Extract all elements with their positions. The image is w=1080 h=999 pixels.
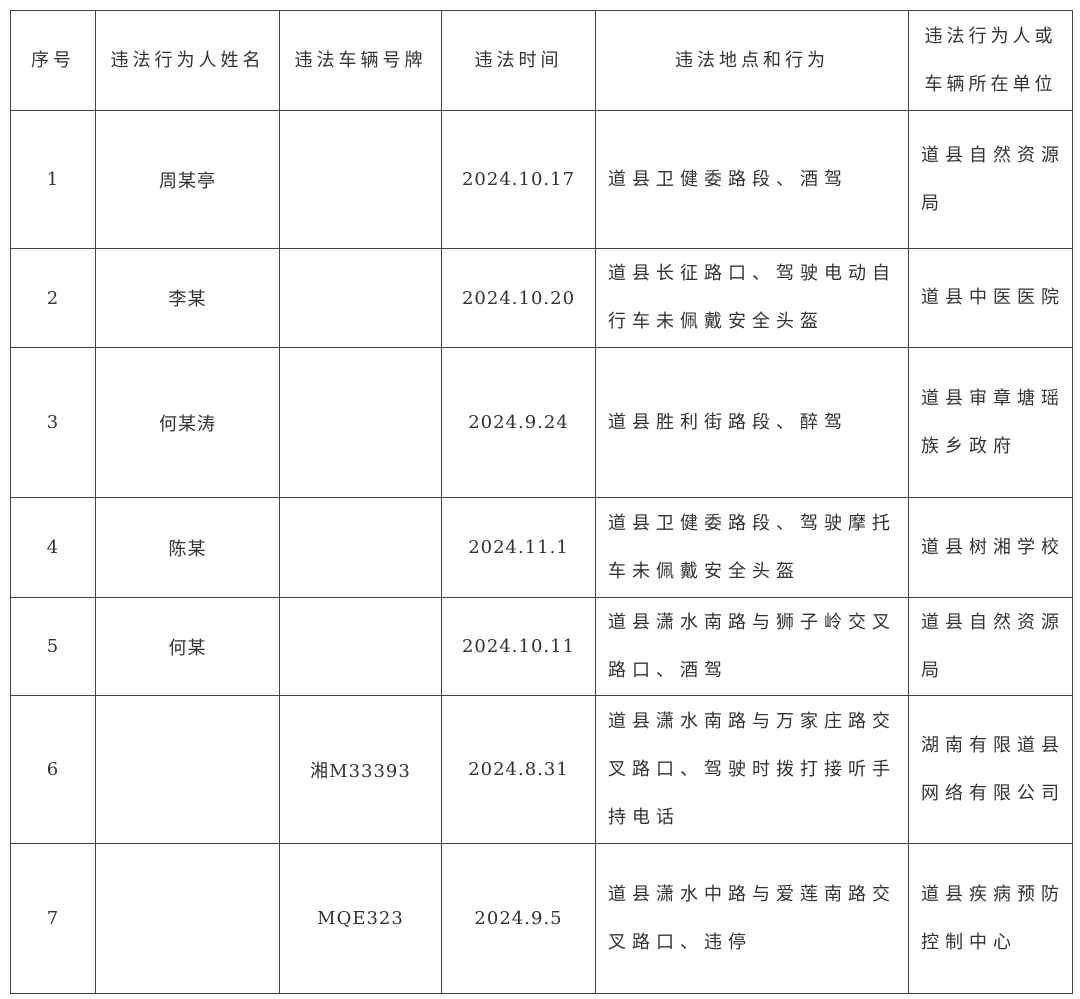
cell-time: 2024.9.24 bbox=[441, 347, 596, 498]
cell-name bbox=[95, 695, 280, 844]
cell-plate bbox=[279, 110, 442, 249]
cell-unit: 道县树湘学校 bbox=[908, 497, 1073, 598]
cell-unit: 湖南有限道县网络有限公司 bbox=[908, 695, 1073, 844]
table-row: 6 湘M33393 2024.8.31 道县潇水南路与万家庄路交叉路口、驾驶时拨打接听… bbox=[10, 695, 1073, 844]
cell-no: 5 bbox=[10, 597, 96, 696]
cell-no: 2 bbox=[10, 248, 96, 348]
header-time: 违法时间 bbox=[441, 10, 596, 111]
cell-name: 何某 bbox=[95, 597, 280, 696]
table-row: 2 李某 2024.10.20 道县长征路口、驾驶电动自行车未佩戴安全头盔 道县中医医院 bbox=[10, 248, 1073, 348]
table-row: 5 何某 2024.10.11 道县潇水南路与狮子岭交叉路口、酒驾 道县自然资源局 bbox=[10, 597, 1073, 696]
table-row: 1 周某亭 2024.10.17 道县卫健委路段、酒驾 道县自然资源局 bbox=[10, 110, 1073, 249]
cell-unit: 道县自然资源局 bbox=[908, 597, 1073, 696]
header-plate: 违法车辆号牌 bbox=[279, 10, 442, 111]
cell-unit: 道县自然资源局 bbox=[908, 110, 1073, 249]
header-name: 违法行为人姓名 bbox=[95, 10, 280, 111]
cell-no: 3 bbox=[10, 347, 96, 498]
cell-place: 道县卫健委路段、驾驶摩托车未佩戴安全头盔 bbox=[595, 497, 909, 598]
cell-unit: 道县疾病预防控制中心 bbox=[908, 843, 1073, 994]
cell-name: 何某涛 bbox=[95, 347, 280, 498]
header-place: 违法地点和行为 bbox=[595, 10, 909, 111]
cell-time: 2024.11.1 bbox=[441, 497, 596, 598]
cell-name: 陈某 bbox=[95, 497, 280, 598]
cell-plate bbox=[279, 497, 442, 598]
cell-no: 6 bbox=[10, 695, 96, 844]
cell-time: 2024.8.31 bbox=[441, 695, 596, 844]
cell-name: 李某 bbox=[95, 248, 280, 348]
cell-unit: 道县中医医院 bbox=[908, 248, 1073, 348]
cell-name: 周某亭 bbox=[95, 110, 280, 249]
cell-no: 1 bbox=[10, 110, 96, 249]
cell-place: 道县潇水中路与爱莲南路交叉路口、违停 bbox=[595, 843, 909, 994]
cell-place: 道县胜利街路段、醉驾 bbox=[595, 347, 909, 498]
cell-plate: 湘M33393 bbox=[279, 695, 442, 844]
cell-place: 道县卫健委路段、酒驾 bbox=[595, 110, 909, 249]
cell-time: 2024.9.5 bbox=[441, 843, 596, 994]
cell-place: 道县长征路口、驾驶电动自行车未佩戴安全头盔 bbox=[595, 248, 909, 348]
cell-plate bbox=[279, 248, 442, 348]
cell-plate bbox=[279, 347, 442, 498]
cell-plate bbox=[279, 597, 442, 696]
cell-time: 2024.10.20 bbox=[441, 248, 596, 348]
header-unit: 违法行为人或车辆所在单位 bbox=[908, 10, 1073, 111]
cell-no: 7 bbox=[10, 843, 96, 994]
header-no: 序号 bbox=[10, 10, 96, 111]
table-row: 3 何某涛 2024.9.24 道县胜利街路段、醉驾 道县审章塘瑶族乡政府 bbox=[10, 347, 1073, 498]
cell-name bbox=[95, 843, 280, 994]
cell-time: 2024.10.11 bbox=[441, 597, 596, 696]
cell-time: 2024.10.17 bbox=[441, 110, 596, 249]
cell-no: 4 bbox=[10, 497, 96, 598]
table-row: 4 陈某 2024.11.1 道县卫健委路段、驾驶摩托车未佩戴安全头盔 道县树湘学校 bbox=[10, 497, 1073, 598]
violations-table: 序号 违法行为人姓名 违法车辆号牌 违法时间 违法地点和行为 违法行为人或车辆所… bbox=[10, 10, 1073, 994]
cell-plate: MQE323 bbox=[279, 843, 442, 994]
cell-unit: 道县审章塘瑶族乡政府 bbox=[908, 347, 1073, 498]
header-row: 序号 违法行为人姓名 违法车辆号牌 违法时间 违法地点和行为 违法行为人或车辆所… bbox=[10, 10, 1073, 111]
cell-place: 道县潇水南路与狮子岭交叉路口、酒驾 bbox=[595, 597, 909, 696]
cell-place: 道县潇水南路与万家庄路交叉路口、驾驶时拨打接听手持电话 bbox=[595, 695, 909, 844]
table-row: 7 MQE323 2024.9.5 道县潇水中路与爱莲南路交叉路口、违停 道县疾病预防控… bbox=[10, 843, 1073, 994]
